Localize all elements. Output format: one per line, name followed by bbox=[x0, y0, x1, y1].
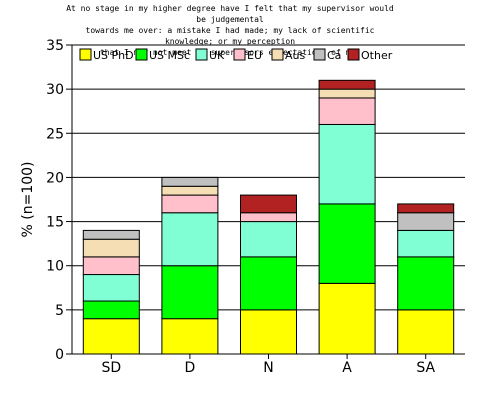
legend-label: UK bbox=[209, 49, 225, 62]
bar-segment bbox=[240, 212, 297, 223]
bar-segment bbox=[240, 194, 297, 214]
x-tick-label: N bbox=[263, 360, 273, 376]
bar-segment bbox=[397, 203, 455, 214]
bar-segment bbox=[161, 265, 219, 320]
bar-segment bbox=[161, 185, 219, 196]
legend-label: Other bbox=[361, 49, 393, 62]
bar-segment bbox=[318, 123, 376, 205]
bar-segment bbox=[161, 176, 219, 187]
legend-swatch bbox=[233, 48, 246, 61]
bar-segment bbox=[82, 300, 140, 320]
legend-label: Aus bbox=[285, 49, 305, 62]
legend-swatch bbox=[195, 48, 208, 61]
y-tick-label: 10 bbox=[46, 259, 64, 275]
bar-segment bbox=[397, 309, 455, 355]
y-tick-label: 15 bbox=[46, 215, 64, 231]
bar-segment bbox=[318, 203, 376, 284]
x-tick-label: SA bbox=[416, 360, 435, 376]
legend-label: US MSc bbox=[149, 49, 190, 62]
bar-segment bbox=[397, 256, 455, 311]
y-tick-label: 20 bbox=[46, 170, 64, 186]
y-axis-title: % (n=100) bbox=[20, 161, 36, 237]
bar-segment bbox=[82, 256, 140, 276]
bar-segment bbox=[240, 309, 297, 355]
bar-segment bbox=[240, 256, 297, 311]
x-tick-label: SD bbox=[101, 360, 121, 376]
y-tick-label: 0 bbox=[55, 347, 64, 363]
bar-segment bbox=[82, 274, 140, 302]
bar-segment bbox=[318, 282, 376, 355]
y-tick-label: 25 bbox=[46, 126, 64, 142]
legend-label: US PhD bbox=[93, 49, 134, 62]
bar-segment bbox=[161, 212, 219, 267]
bar-segment bbox=[318, 97, 376, 125]
bar-segment bbox=[318, 88, 376, 99]
axes: SD D N A SA 0 5 10 15 20 25 30 35 bbox=[46, 38, 465, 376]
bar-segment bbox=[318, 79, 376, 90]
bar-segment bbox=[161, 194, 219, 214]
bar-segment bbox=[240, 221, 297, 258]
legend-label: EU bbox=[247, 49, 262, 62]
legend-swatch bbox=[135, 48, 148, 61]
legend-swatch bbox=[347, 48, 360, 61]
y-tick-label: 5 bbox=[55, 303, 64, 319]
legend-swatch bbox=[313, 48, 326, 61]
y-tick-label: 30 bbox=[46, 82, 64, 98]
bar-segment bbox=[82, 238, 140, 258]
x-tick-label: D bbox=[185, 360, 196, 376]
legend-swatch bbox=[271, 48, 284, 61]
bar-segment bbox=[397, 212, 455, 231]
bar-segment bbox=[82, 229, 140, 240]
bar-segment bbox=[397, 229, 455, 258]
y-tick-label: 35 bbox=[46, 38, 64, 54]
bars bbox=[82, 79, 455, 355]
legend: US PhD US MSc UK EU Aus Ca Other bbox=[79, 48, 393, 62]
legend-swatch bbox=[79, 48, 92, 61]
bar-segment bbox=[82, 318, 140, 355]
x-tick-label: A bbox=[342, 360, 352, 376]
bar-segment bbox=[161, 318, 219, 355]
legend-label: Ca bbox=[327, 49, 341, 62]
